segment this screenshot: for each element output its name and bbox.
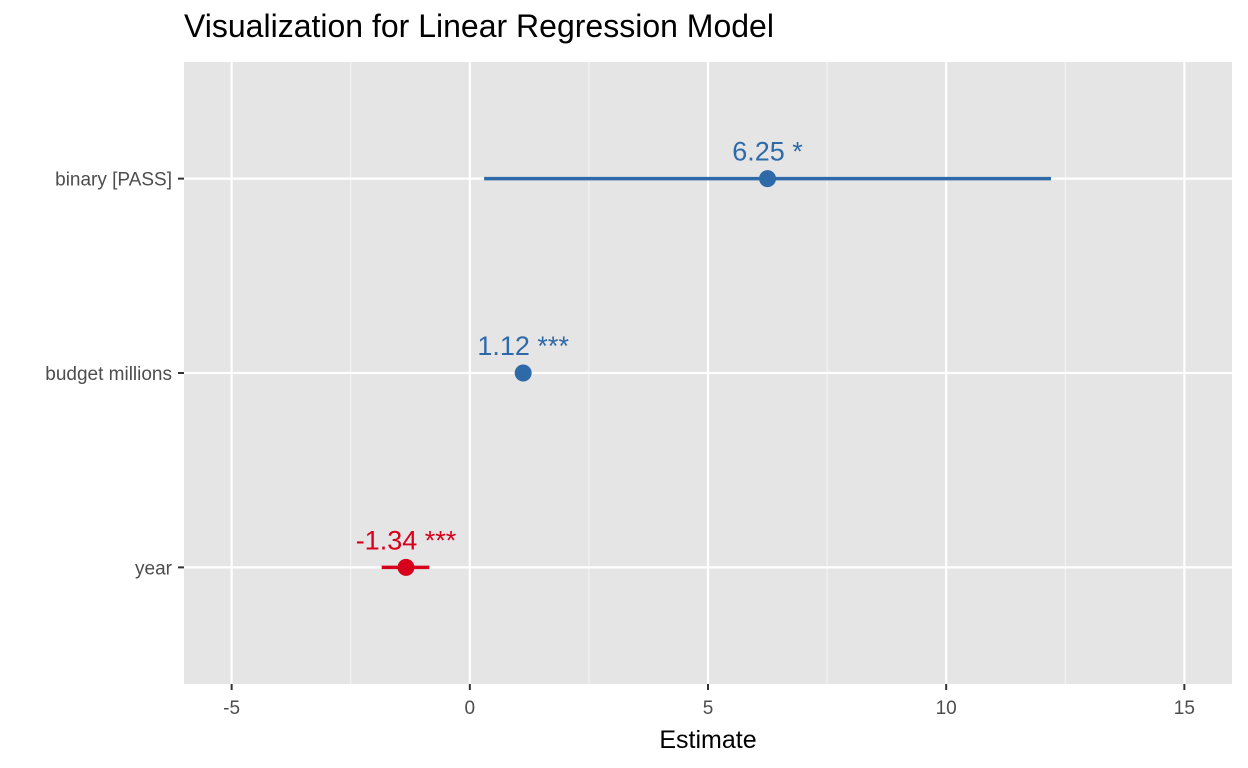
y-axis: binary [PASS] budget millions year	[45, 170, 184, 579]
x-axis-title: Estimate	[659, 726, 756, 754]
estimate-label: 6.25 *	[732, 137, 803, 167]
data-marks: 6.25 * 1.12 *** -1.34 ***	[356, 137, 1051, 576]
chart-title: Visualization for Linear Regression Mode…	[184, 8, 774, 44]
x-tick-label: 0	[465, 698, 476, 719]
y-tick-label: year	[135, 558, 173, 579]
x-axis: -5 0 5 10 15	[223, 684, 1195, 719]
x-tick-label: 15	[1174, 698, 1195, 719]
y-tick-label: binary [PASS]	[55, 170, 172, 191]
y-tick-label: budget millions	[45, 364, 172, 385]
grid-major	[184, 62, 1232, 684]
estimate-point	[397, 558, 415, 576]
x-tick-label: -5	[223, 698, 240, 719]
x-tick-label: 5	[703, 698, 714, 719]
estimate-point	[514, 364, 532, 382]
estimate-point	[759, 170, 777, 188]
estimate-label: -1.34 ***	[356, 525, 457, 555]
x-tick-label: 10	[936, 698, 957, 719]
estimate-label: 1.12 ***	[477, 331, 569, 361]
